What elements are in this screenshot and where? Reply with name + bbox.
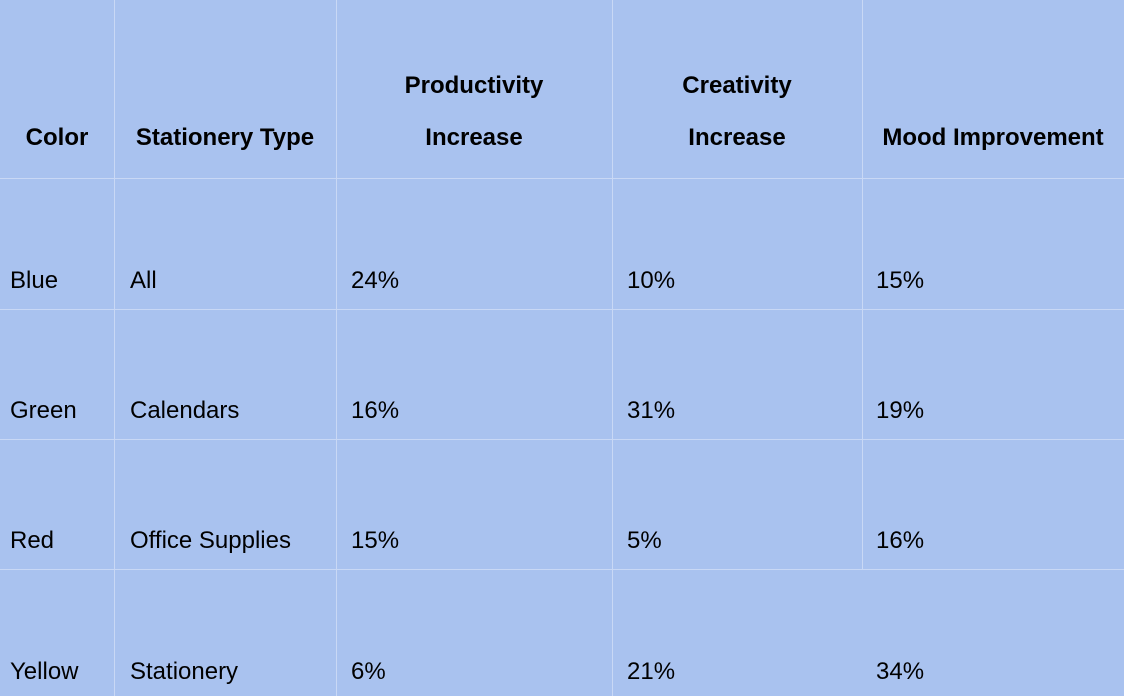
column-divider bbox=[612, 0, 613, 696]
table-cell: 6% bbox=[351, 658, 386, 685]
header-color: Color bbox=[0, 60, 114, 164]
table-cell: Yellow bbox=[10, 658, 79, 685]
table-cell: 34% bbox=[876, 658, 925, 685]
header-productivity-increase: Productivity Increase bbox=[336, 60, 612, 164]
table-cell: Green bbox=[10, 397, 77, 424]
column-divider bbox=[114, 0, 115, 696]
row-divider bbox=[0, 569, 1124, 570]
header-line1: Creativity bbox=[682, 72, 792, 99]
table-cell: 15% bbox=[876, 267, 925, 294]
table-cell: Stationery bbox=[130, 658, 239, 685]
table-cell: Red bbox=[10, 527, 55, 554]
table-cell: 24% bbox=[351, 267, 400, 294]
header-mood-improvement: Mood Improvement bbox=[862, 60, 1124, 164]
header-creativity-increase: Creativity Increase bbox=[612, 60, 862, 164]
table-cell: 16% bbox=[351, 397, 400, 424]
header-line2: Stationery Type bbox=[135, 124, 315, 151]
header-line1 bbox=[862, 60, 1124, 112]
table-cell: 19% bbox=[876, 397, 925, 424]
header-line2: Color bbox=[25, 124, 89, 151]
table-cell: 31% bbox=[627, 397, 676, 424]
table-cell: 5% bbox=[627, 527, 662, 554]
header-stationery-type: Stationery Type bbox=[114, 60, 336, 164]
column-divider bbox=[862, 0, 863, 569]
row-divider bbox=[0, 178, 1124, 179]
table-cell: Office Supplies bbox=[130, 527, 291, 554]
table-cell: All bbox=[130, 267, 157, 294]
header-line1 bbox=[0, 60, 114, 112]
table-cell: Calendars bbox=[130, 397, 240, 424]
row-divider bbox=[0, 439, 1124, 440]
header-line2: Mood Improvement bbox=[882, 124, 1104, 151]
header-line1 bbox=[114, 60, 336, 112]
row-divider bbox=[0, 309, 1124, 310]
header-line2: Increase bbox=[425, 124, 523, 151]
table-cell: 21% bbox=[627, 658, 676, 685]
table-cell: 15% bbox=[351, 527, 400, 554]
table-cell: 10% bbox=[627, 267, 676, 294]
column-divider bbox=[336, 0, 337, 696]
header-line2: Increase bbox=[688, 124, 786, 151]
table-cell: 16% bbox=[876, 527, 925, 554]
header-line1: Productivity bbox=[404, 72, 544, 99]
table-cell: Blue bbox=[10, 267, 59, 294]
